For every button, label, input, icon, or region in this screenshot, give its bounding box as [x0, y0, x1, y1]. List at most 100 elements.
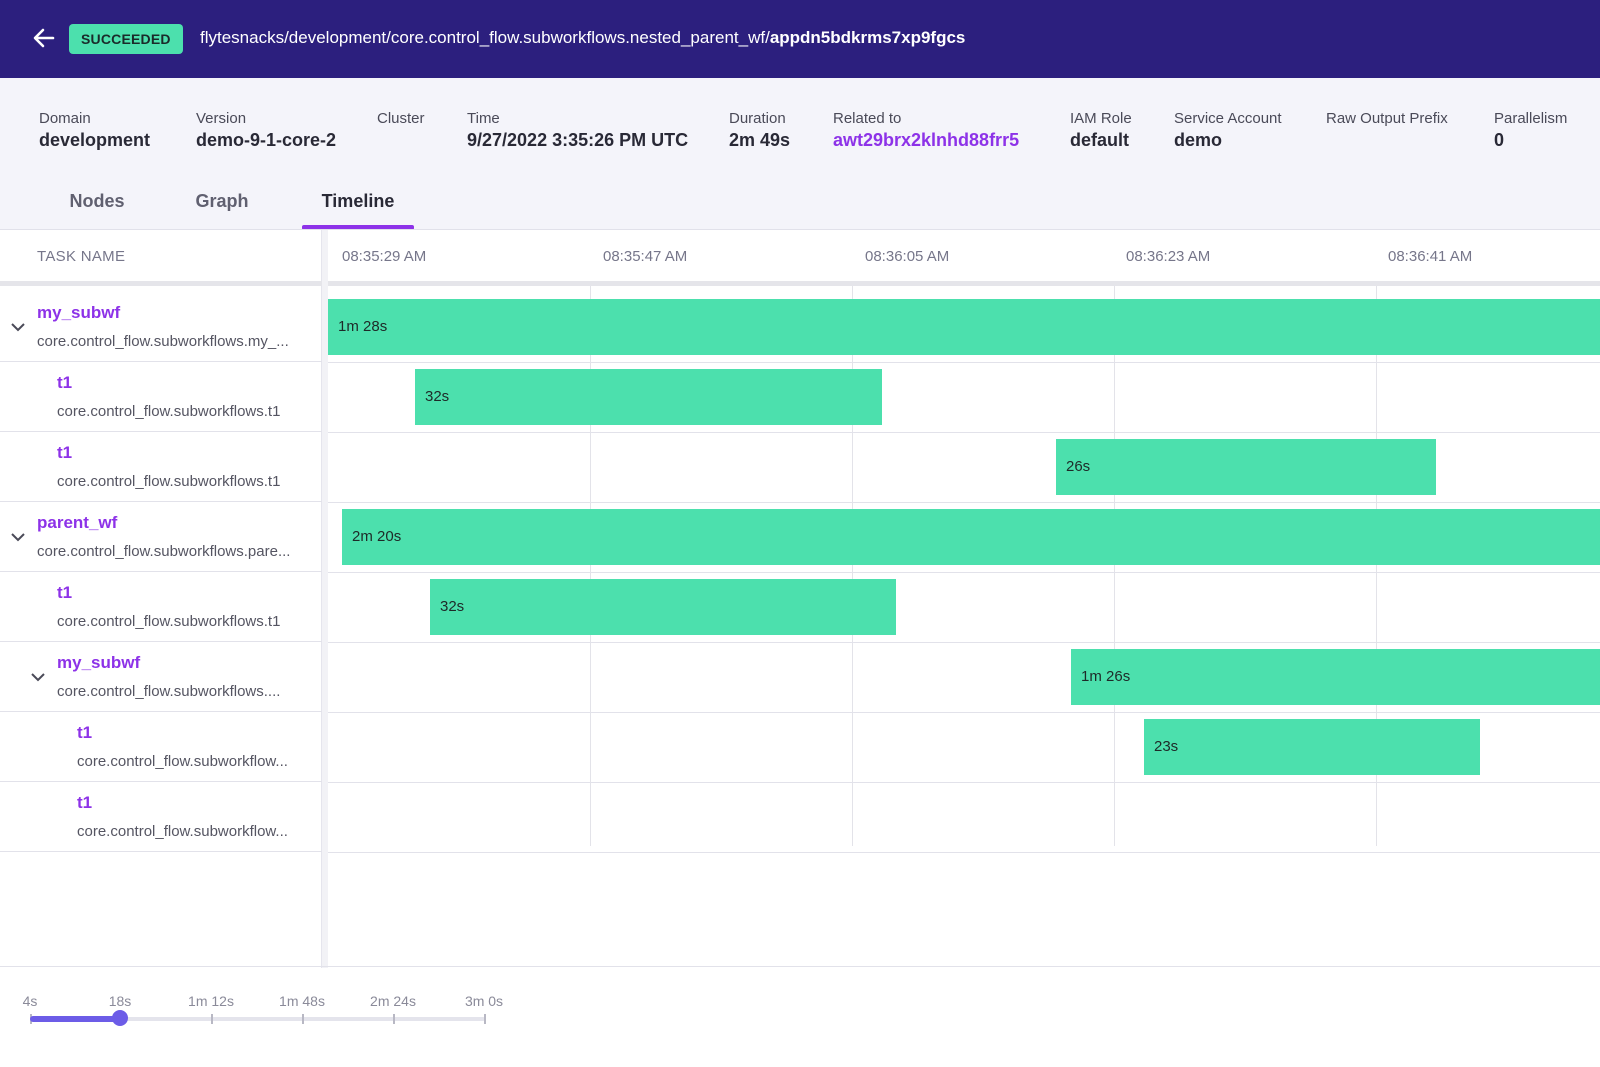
meta-service-account-label: Service Account	[1174, 110, 1282, 127]
meta-service-account-value: demo	[1174, 130, 1223, 150]
timeline-chart: 08:35:29 AM 08:35:47 AM 08:36:05 AM 08:3…	[328, 230, 1600, 968]
task-name[interactable]: parent_wf	[37, 513, 118, 532]
grid-line	[852, 286, 853, 846]
meta-related-label: Related to	[833, 110, 902, 127]
meta-time: Time 9/27/2022 3:35:26 PM UTC	[467, 110, 688, 151]
meta-raw-output-label: Raw Output Prefix	[1326, 110, 1448, 127]
tab-nodes[interactable]: Nodes	[69, 191, 125, 211]
meta-domain-label: Domain	[39, 110, 91, 127]
task-row[interactable]: my_subwf core.control_flow.subworkflows.…	[0, 292, 322, 362]
task-type: core.control_flow.subworkflows.t1	[57, 473, 281, 490]
meta-version: Version demo-9-1-core-2	[196, 110, 336, 151]
tabs-divider	[0, 229, 1600, 230]
time-label: 08:35:47 AM	[603, 248, 688, 265]
bar-duration-label: 23s	[1154, 738, 1179, 755]
task-type: core.control_flow.subworkflow...	[77, 823, 288, 840]
meta-time-label: Time	[467, 110, 500, 127]
zoom-fill	[30, 1016, 120, 1022]
task-name[interactable]: t1	[57, 373, 73, 392]
chevron-down-icon[interactable]	[9, 318, 27, 336]
timeline-bar[interactable]: 26s	[1056, 439, 1436, 495]
task-row[interactable]: t1 core.control_flow.subworkflow...	[0, 712, 322, 782]
zoom-tick-label: 4s	[22, 993, 38, 1009]
zoom-mark	[302, 1014, 304, 1024]
task-row[interactable]: t1 core.control_flow.subworkflows.t1	[0, 362, 322, 432]
task-type: core.control_flow.subworkflow...	[77, 753, 288, 770]
zoom-mark	[211, 1014, 213, 1024]
meta-iam-role: IAM Role default	[1070, 110, 1132, 151]
timeline-bar[interactable]: 23s	[1144, 719, 1480, 775]
task-name[interactable]: my_subwf	[37, 303, 121, 322]
task-type: core.control_flow.subworkflows.pare...	[37, 543, 291, 560]
time-label: 08:35:29 AM	[342, 248, 427, 265]
workflow-path: flytesnacks/development/core.control_flo…	[200, 28, 770, 47]
zoom-tick-label: 1m 12s	[188, 993, 234, 1009]
row-divider	[328, 852, 1600, 853]
meta-service-account: Service Account demo	[1174, 110, 1282, 151]
meta-related: Related to awt29brx2klnhd88frr5	[833, 110, 1019, 151]
timeline-bar[interactable]: 1m 26s	[1071, 649, 1600, 705]
execution-metadata: Domain development Version demo-9-1-core…	[0, 78, 1600, 230]
meta-iam-label: IAM Role	[1070, 110, 1132, 127]
meta-version-label: Version	[196, 110, 247, 127]
meta-raw-output: Raw Output Prefix	[1326, 110, 1448, 130]
timeline-bar[interactable]: 32s	[415, 369, 882, 425]
time-axis: 08:35:29 AM 08:35:47 AM 08:36:05 AM 08:3…	[328, 230, 1600, 286]
tab-timeline[interactable]: Timeline	[321, 191, 395, 211]
bar-duration-label: 2m 20s	[352, 528, 402, 545]
active-tab-indicator	[302, 225, 414, 230]
chevron-down-icon[interactable]	[9, 528, 27, 546]
tab-graph[interactable]: Graph	[195, 191, 249, 211]
task-row[interactable]: parent_wf core.control_flow.subworkflows…	[0, 502, 322, 572]
zoom-mark	[484, 1014, 486, 1024]
task-name[interactable]: my_subwf	[57, 653, 141, 672]
bar-duration-label: 32s	[440, 598, 465, 615]
related-execution-link[interactable]: awt29brx2klnhd88frr5	[833, 130, 1020, 150]
chevron-down-icon[interactable]	[29, 668, 47, 686]
timeline-bar[interactable]: 2m 20s	[342, 509, 1600, 565]
task-name[interactable]: t1	[77, 793, 93, 812]
grid-line	[1114, 286, 1115, 846]
meta-duration: Duration 2m 49s	[729, 110, 790, 151]
zoom-thumb[interactable]	[112, 1010, 128, 1026]
timeline-bar[interactable]: 1m 28s	[328, 299, 1600, 355]
grid-line	[590, 286, 591, 846]
zoom-tick-label: 3m 0s	[464, 993, 504, 1009]
status-badge: SUCCEEDED	[69, 24, 183, 54]
task-type: core.control_flow.subworkflows....	[57, 683, 281, 700]
meta-domain-value: development	[39, 130, 151, 150]
meta-domain: Domain development	[39, 110, 150, 151]
task-row[interactable]: t1 core.control_flow.subworkflow...	[0, 782, 322, 852]
task-name[interactable]: t1	[57, 583, 73, 602]
task-row[interactable]: t1 core.control_flow.subworkflows.t1	[0, 432, 322, 502]
zoom-track[interactable]	[30, 1017, 485, 1021]
task-list-panel: TASK NAME my_subwf core.control_flow.sub…	[0, 230, 322, 968]
task-type: core.control_flow.subworkflows.t1	[57, 403, 281, 420]
meta-duration-value: 2m 49s	[729, 130, 791, 150]
meta-cluster-label: Cluster	[377, 110, 425, 127]
timeline-bar[interactable]: 32s	[430, 579, 896, 635]
zoom-tick-label: 18s	[108, 993, 132, 1009]
meta-cluster: Cluster	[377, 110, 425, 130]
row-divider	[328, 432, 1600, 433]
back-button[interactable]	[28, 22, 60, 54]
execution-breadcrumb: flytesnacks/development/core.control_flo…	[200, 28, 965, 48]
zoom-mark	[393, 1014, 395, 1024]
row-divider	[328, 502, 1600, 503]
bar-duration-label: 26s	[1066, 458, 1091, 475]
task-row[interactable]: t1 core.control_flow.subworkflows.t1	[0, 572, 322, 642]
task-row[interactable]: my_subwf core.control_flow.subworkflows.…	[0, 642, 322, 712]
zoom-tick-label: 2m 24s	[370, 993, 416, 1009]
panel-divider[interactable]	[322, 230, 328, 968]
task-name[interactable]: t1	[77, 723, 93, 742]
meta-parallelism-value: 0	[1494, 130, 1505, 150]
task-name[interactable]: t1	[57, 443, 73, 462]
time-label: 08:36:41 AM	[1388, 248, 1473, 265]
task-type: core.control_flow.subworkflows.my_...	[37, 333, 289, 350]
meta-duration-label: Duration	[729, 110, 786, 127]
bar-duration-label: 32s	[425, 388, 450, 405]
task-type: core.control_flow.subworkflows.t1	[57, 613, 281, 630]
meta-version-value: demo-9-1-core-2	[196, 130, 337, 150]
meta-iam-value: default	[1070, 130, 1130, 150]
meta-parallelism: Parallelism 0	[1494, 110, 1567, 151]
